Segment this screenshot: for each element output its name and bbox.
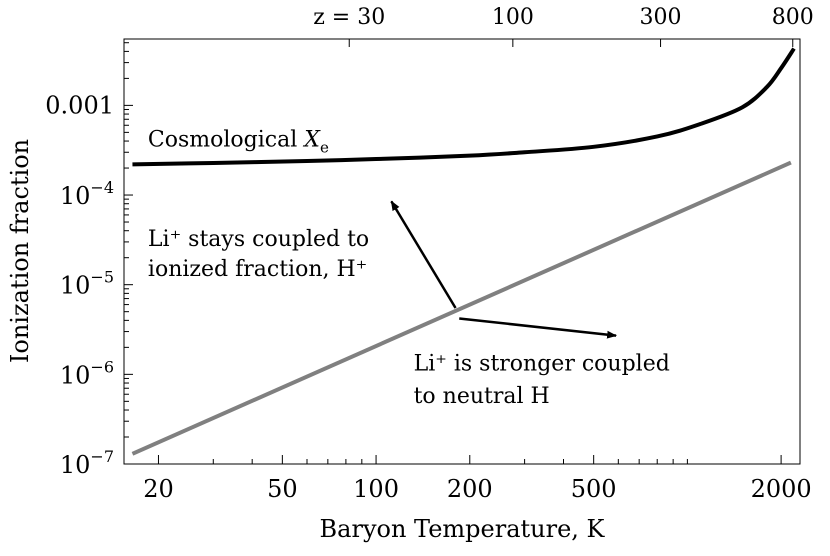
top-tick-label: 300 [640, 5, 682, 30]
y-tick-label: 0.001 [45, 91, 114, 119]
y-tick-label: 10−4 [60, 178, 114, 210]
x-tick-label: 200 [447, 475, 493, 503]
annotation-text: Li⁺ stays coupled to [148, 227, 369, 252]
y-tick-base: 10 [60, 182, 91, 210]
curves [131, 47, 796, 456]
top-tick-label: z = 30 [313, 5, 385, 30]
y-tick-exponent: −6 [90, 357, 114, 376]
plot-frame [123, 38, 801, 465]
x-tick-label: 500 [571, 475, 617, 503]
x-tick-label: 100 [353, 475, 399, 503]
annotation-arrow [459, 317, 618, 339]
annotation-text: to neutral H [414, 384, 550, 409]
y-tick-label: 10−5 [60, 268, 114, 300]
tick-labels: 20 50 100 200 500 200010−710−610−510−40.001z … [45, 5, 813, 503]
series-label-sub: e [320, 138, 329, 156]
y-tick-base: 10 [60, 451, 91, 479]
y-tick-exponent: −4 [90, 178, 114, 197]
cosmological-xe-curve [132, 47, 796, 167]
top-tick-label: 800 [772, 5, 814, 30]
x-tick-label: 50 [267, 475, 298, 503]
axis-ticks [124, 39, 794, 465]
series-label: Cosmological Xe [148, 127, 329, 156]
y-axis-title: Ionization fraction [6, 139, 34, 363]
annotation-arrow [390, 200, 457, 309]
annotation-text: Li⁺ is stronger coupled [414, 352, 670, 377]
x-axis-title: Baryon Temperature, K [320, 515, 606, 543]
annotation-text: ionized fraction, H⁺ [148, 257, 367, 282]
x-tick-label: 20 [143, 475, 174, 503]
y-tick-exponent: −7 [90, 447, 114, 466]
series-label-text: Cosmological [148, 127, 304, 152]
y-tick-label: 10−7 [60, 447, 114, 479]
y-tick-base: 10 [60, 272, 91, 300]
y-tick-label: 10−6 [60, 357, 114, 389]
annotations: Cosmological Xe Li⁺ stays coupled to ioniz… [148, 127, 670, 409]
li-coupling-line [131, 160, 792, 456]
x-tick-label: 2000 [751, 475, 812, 503]
y-tick-exponent: −5 [90, 268, 114, 287]
series-label-var: X [302, 127, 321, 152]
y-tick-base: 10 [60, 361, 91, 389]
top-tick-label: 100 [492, 5, 534, 30]
